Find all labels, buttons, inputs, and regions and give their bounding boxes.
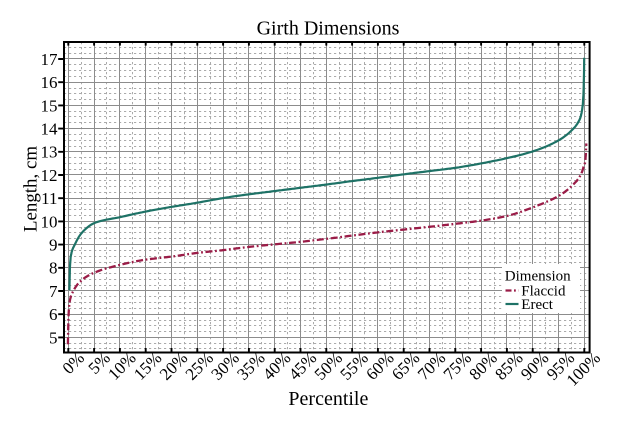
svg-text:9: 9 [49, 236, 58, 255]
svg-text:Length, cm: Length, cm [21, 146, 42, 232]
svg-text:Flaccid: Flaccid [521, 284, 566, 300]
svg-text:12: 12 [41, 166, 58, 185]
svg-text:14: 14 [41, 120, 59, 139]
svg-text:Girth Dimensions: Girth Dimensions [257, 18, 400, 40]
svg-text:6: 6 [49, 305, 58, 324]
svg-text:Erect: Erect [521, 297, 553, 313]
svg-text:11: 11 [41, 189, 57, 208]
svg-text:10: 10 [41, 212, 58, 231]
svg-text:Dimension: Dimension [505, 269, 571, 285]
svg-text:Percentile: Percentile [288, 388, 368, 410]
svg-text:8: 8 [49, 259, 58, 278]
svg-text:5: 5 [49, 328, 58, 347]
svg-text:16: 16 [41, 73, 58, 92]
svg-text:13: 13 [41, 143, 58, 162]
svg-text:17: 17 [41, 50, 59, 69]
svg-text:7: 7 [49, 282, 58, 301]
svg-text:15: 15 [41, 96, 58, 115]
